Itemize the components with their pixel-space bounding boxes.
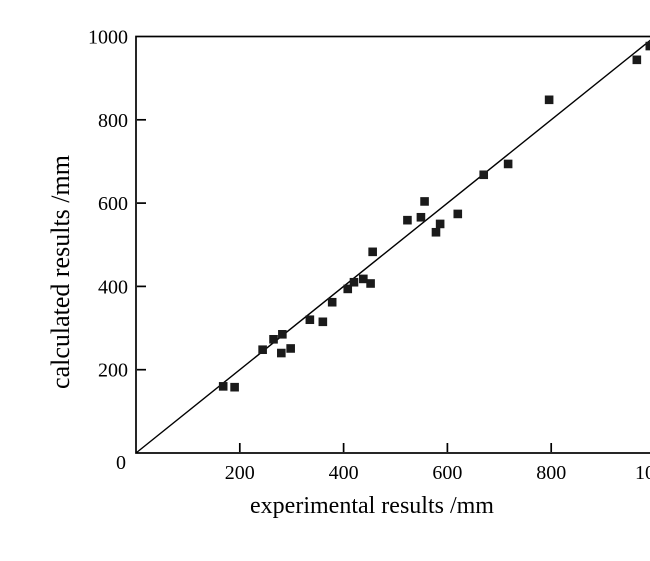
x-tick-label: 0 <box>116 452 126 474</box>
data-point-marker <box>277 348 286 358</box>
y-tick-label: 200 <box>98 360 128 382</box>
x-tick-label: 600 <box>432 462 462 484</box>
data-point-marker <box>431 227 441 237</box>
y-tick-label: 800 <box>98 110 128 132</box>
data-point-marker <box>258 345 267 355</box>
x-tick-label: 800 <box>536 462 566 484</box>
x-tick-label: 200 <box>225 462 255 484</box>
data-point-marker <box>368 247 377 257</box>
x-axis-title: experimental results /mm <box>250 493 494 519</box>
data-point-marker <box>544 95 554 105</box>
data-point-marker <box>453 209 463 219</box>
data-point-marker <box>218 382 228 391</box>
data-point-marker <box>403 215 412 225</box>
data-points <box>218 41 650 392</box>
chart-canvas: 0 200 400 600 800 1000 200 400 600 800 1000 exper… <box>46 27 650 519</box>
data-point-marker <box>278 329 287 339</box>
data-point-marker <box>327 297 337 307</box>
identity-line-segment <box>135 39 650 454</box>
data-point-marker <box>435 219 445 229</box>
data-point-marker <box>359 274 368 284</box>
data-point-marker <box>230 382 239 392</box>
data-point-marker <box>318 317 328 327</box>
data-point-marker <box>420 197 429 206</box>
plot-frame <box>135 35 650 454</box>
data-point-marker <box>349 277 359 287</box>
data-point-marker <box>305 315 315 325</box>
y-axis-title: calculated results /mm <box>46 155 75 389</box>
y-tick-label: 400 <box>98 276 128 298</box>
data-point-marker <box>366 279 375 288</box>
data-point-marker <box>269 334 278 344</box>
data-point-marker <box>645 41 650 51</box>
y-tick-label: 600 <box>98 193 128 215</box>
y-tick-label: 1000 <box>88 27 128 49</box>
data-point-marker <box>479 170 489 180</box>
data-point-marker <box>416 212 426 222</box>
x-axis-ticks: 0 200 400 600 800 1000 <box>116 443 650 484</box>
axes-box <box>135 35 650 454</box>
data-point-marker <box>343 284 353 294</box>
identity-line <box>135 39 650 454</box>
data-point-marker <box>286 344 295 353</box>
scatter-chart-figure: 0 200 400 600 800 1000 200 400 600 800 1000 exper… <box>40 16 650 545</box>
data-point-marker <box>503 159 513 169</box>
y-axis-ticks: 200 400 600 800 1000 <box>88 27 146 382</box>
x-tick-label: 1000 <box>635 462 650 484</box>
data-point-marker <box>632 55 642 65</box>
x-tick-label: 400 <box>329 462 359 484</box>
